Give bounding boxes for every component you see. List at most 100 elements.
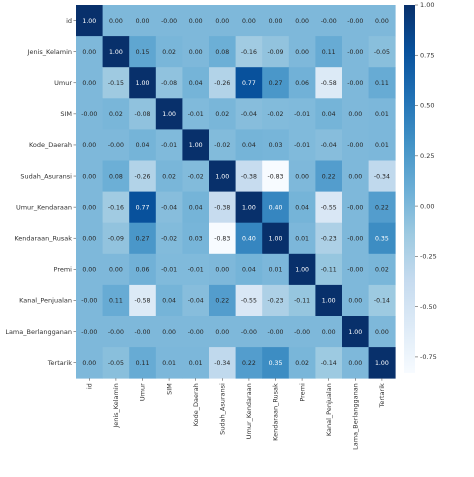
- heatmap-cell: 0.01: [182, 347, 210, 379]
- heatmap-cell-fill: [182, 36, 210, 68]
- x-tick-label: Umur_Kendaraan: [245, 383, 253, 439]
- y-tick-label: id: [66, 17, 72, 25]
- y-tick-label: Jenis_Kelamin: [27, 48, 72, 56]
- heatmap-cell: -0.38: [235, 160, 263, 192]
- heatmap-cell: 1.00: [315, 284, 343, 317]
- heatmap-cell: 0.00: [76, 67, 103, 99]
- heatmap-cell-fill: [76, 98, 103, 130]
- heatmap-cell-fill: [235, 222, 263, 255]
- heatmap-cell-label: -0.00: [81, 329, 97, 336]
- heatmap-cell-fill: [155, 191, 183, 224]
- heatmap-cell: 0.00: [129, 5, 157, 37]
- heatmap-cell: -0.11: [288, 284, 316, 317]
- heatmap-cell-fill: [235, 5, 263, 37]
- heatmap-cell-fill: [155, 98, 183, 130]
- colorbar-tick-label: 0.00: [420, 202, 434, 210]
- heatmap-cell: -0.02: [262, 98, 290, 130]
- heatmap-cell: -0.38: [209, 191, 236, 224]
- heatmap-cell-label: -0.00: [321, 18, 337, 25]
- heatmap-cell-fill: [76, 36, 103, 68]
- heatmap-cell: 0.35: [262, 347, 290, 379]
- heatmap-cell: 0.01: [155, 347, 183, 379]
- heatmap-cell-label: 0.00: [189, 18, 203, 25]
- heatmap-cell-fill: [129, 129, 157, 161]
- heatmap-cell-label: -0.02: [267, 111, 283, 118]
- heatmap-cell: 1.00: [102, 36, 130, 68]
- heatmap-cell-label: -0.16: [241, 49, 257, 56]
- heatmap-cell-label: -0.34: [214, 360, 230, 367]
- heatmap-cell-fill: [342, 191, 369, 224]
- heatmap-cell-label: 0.00: [189, 49, 203, 56]
- heatmap-cell-label: 0.00: [242, 18, 256, 25]
- heatmap-cell: -0.05: [102, 347, 130, 379]
- heatmap-cell-fill: [182, 98, 210, 130]
- heatmap-cell-label: -0.01: [188, 111, 204, 118]
- heatmap-cell-label: 1.00: [189, 142, 203, 149]
- heatmap-cell-fill: [76, 5, 103, 37]
- heatmap-cell: -0.23: [262, 284, 290, 317]
- heatmap-cell-label: 0.00: [295, 173, 309, 180]
- heatmap-cell-label: 0.04: [242, 142, 256, 149]
- heatmap-cell-fill: [209, 36, 236, 68]
- heatmap-cell: -0.01: [182, 98, 210, 130]
- heatmap-cell-label: 0.02: [375, 267, 389, 274]
- heatmap-cell-label: 0.02: [109, 111, 123, 118]
- heatmap-cell-label: -0.05: [374, 49, 390, 56]
- y-tick-label: Kanal_Penjualan: [19, 297, 72, 305]
- heatmap-cell: -0.00: [102, 129, 130, 161]
- heatmap-cell: 0.11: [368, 67, 396, 99]
- heatmap-cell-fill: [262, 253, 290, 286]
- heatmap-cell-fill: [129, 347, 157, 379]
- heatmap-cell-label: -0.00: [241, 329, 257, 336]
- heatmap-cell-fill: [288, 191, 316, 224]
- heatmap-cell-fill: [102, 222, 130, 255]
- heatmap-cell-fill: [76, 316, 103, 348]
- heatmap-cell-label: 0.00: [82, 204, 96, 211]
- heatmap-cell-label: 0.00: [348, 298, 362, 305]
- heatmap-cell-fill: [342, 129, 369, 161]
- heatmap-cell-fill: [76, 160, 103, 192]
- heatmap-cell-fill: [76, 253, 103, 286]
- heatmap-cell-fill: [368, 98, 396, 130]
- heatmap-cell-fill: [342, 98, 369, 130]
- heatmap-cell-label: 0.15: [136, 49, 150, 56]
- heatmap-cell-fill: [288, 316, 316, 348]
- heatmap-cell: 0.06: [129, 253, 157, 286]
- heatmap-cell: 0.00: [76, 160, 103, 192]
- heatmap-cell-fill: [155, 222, 183, 255]
- heatmap-cell: -0.14: [315, 347, 343, 379]
- heatmap-cell-fill: [288, 67, 316, 99]
- heatmap-cell-fill: [129, 160, 157, 192]
- heatmap-cell-label: -0.00: [81, 111, 97, 118]
- heatmap-cell-fill: [262, 160, 290, 192]
- heatmap-cell-fill: [368, 284, 396, 317]
- heatmap-cell: 0.00: [288, 160, 316, 192]
- heatmap-cell: 0.01: [288, 222, 316, 255]
- heatmap-cell: 0.22: [368, 191, 396, 224]
- heatmap-cell-fill: [209, 284, 236, 317]
- heatmap-cell-label: -0.00: [294, 329, 310, 336]
- heatmap-cell: 0.00: [209, 5, 236, 37]
- heatmap-cell-label: -0.15: [108, 80, 124, 87]
- heatmap-cell-fill: [76, 284, 103, 317]
- heatmap-cell: -0.02: [155, 222, 183, 255]
- heatmap-cell-fill: [288, 253, 316, 286]
- heatmap-cell-label: 0.00: [82, 235, 96, 242]
- heatmap-cell-label: 0.00: [136, 18, 150, 25]
- heatmap-cell-fill: [102, 284, 130, 317]
- heatmap-cell-fill: [76, 191, 103, 224]
- heatmap-cell: -0.04: [235, 98, 263, 130]
- heatmap-cell-fill: [342, 284, 369, 317]
- heatmap-cell-fill: [368, 67, 396, 99]
- heatmap-cell: -0.00: [76, 284, 103, 317]
- heatmap-cell-label: -0.14: [374, 298, 390, 305]
- heatmap-cell: 0.00: [262, 5, 290, 37]
- heatmap-cell-fill: [209, 129, 236, 161]
- colorbar-tick-label: 1.00: [420, 1, 434, 9]
- heatmap-cell: -0.00: [76, 316, 103, 348]
- heatmap-cell-fill: [235, 129, 263, 161]
- heatmap-cell-fill: [368, 191, 396, 224]
- heatmap-cell: -0.16: [102, 191, 130, 224]
- heatmap-cell: 0.00: [76, 191, 103, 224]
- heatmap-cell-label: 0.00: [162, 329, 176, 336]
